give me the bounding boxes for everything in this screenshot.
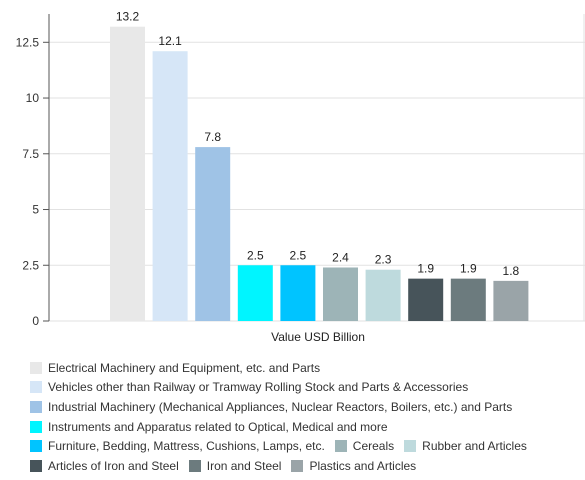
bar[interactable] <box>237 265 273 321</box>
bar[interactable] <box>280 265 316 321</box>
bar[interactable] <box>195 147 231 321</box>
y-axis: 0 2.5 5 7.5 10 12.5 <box>16 14 585 328</box>
bars <box>110 26 529 321</box>
bar-chart: 0 2.5 5 7.5 10 12.5 13.2 12.1 7.8 2.5 2.5 2.4 2.3 1.… <box>16 10 585 344</box>
legend-label: Electrical Machinery and Equipment, etc.… <box>48 360 321 375</box>
legend-item[interactable]: Vehicles other than Railway or Tramway R… <box>30 378 468 398</box>
x-axis-title: Value USD Billion <box>271 330 365 344</box>
legend-label: Cereals <box>352 439 395 454</box>
legend-label: Iron and Steel <box>206 458 282 473</box>
bar-value-label: 12.1 <box>158 34 182 48</box>
legend: Electrical Machinery and Equipment, etc.… <box>30 358 582 476</box>
bar[interactable] <box>408 278 444 321</box>
y-tick-label: 7.5 <box>22 147 39 161</box>
bar[interactable] <box>493 280 529 321</box>
legend-item[interactable]: Instruments and Apparatus related to Opt… <box>30 417 388 437</box>
legend-item[interactable]: Articles of Iron and Steel <box>30 456 179 476</box>
legend-label: Rubber and Articles <box>422 439 527 454</box>
y-tick-label: 0 <box>32 314 39 328</box>
legend-item[interactable]: Rubber and Articles <box>404 436 527 456</box>
data-labels: 13.2 12.1 7.8 2.5 2.5 2.4 2.3 1.9 1.9 1.8 <box>116 10 520 278</box>
legend-item[interactable]: Industrial Machinery (Mechanical Applian… <box>30 397 512 417</box>
legend-label: Instruments and Apparatus related to Opt… <box>48 419 388 434</box>
legend-label: Furniture, Bedding, Mattress, Cushions, … <box>48 439 325 454</box>
legend-label: Industrial Machinery (Mechanical Applian… <box>48 399 513 414</box>
legend-swatch <box>30 459 42 472</box>
bar[interactable] <box>450 278 486 321</box>
legend-item[interactable]: Furniture, Bedding, Mattress, Cushions, … <box>30 436 325 456</box>
legend-item[interactable]: Cereals <box>334 436 395 456</box>
bar[interactable] <box>110 26 145 321</box>
bar-value-label: 1.9 <box>460 262 477 276</box>
bar[interactable] <box>323 267 358 321</box>
legend-swatch <box>30 420 42 433</box>
legend-item[interactable]: Plastics and Articles <box>291 456 416 476</box>
legend-swatch <box>404 440 417 453</box>
bar[interactable] <box>152 51 188 321</box>
bar[interactable] <box>365 269 401 321</box>
legend-swatch <box>30 440 42 453</box>
legend-item[interactable]: Electrical Machinery and Equipment, etc.… <box>30 358 320 378</box>
legend-item[interactable]: Iron and Steel <box>188 456 282 476</box>
legend-label: Plastics and Articles <box>309 458 417 473</box>
legend-swatch <box>291 459 304 472</box>
bar-value-label: 7.8 <box>204 130 221 144</box>
bar-value-label: 1.9 <box>417 262 434 276</box>
legend-swatch <box>334 440 347 453</box>
legend-swatch <box>188 459 201 472</box>
y-tick-label: 2.5 <box>22 258 39 272</box>
bar-value-label: 2.4 <box>332 250 349 264</box>
bar-value-label: 2.5 <box>290 248 307 262</box>
bar-value-label: 2.3 <box>375 253 392 267</box>
bar-value-label: 2.5 <box>247 248 264 262</box>
bar-value-label: 13.2 <box>116 10 140 24</box>
legend-swatch <box>30 400 42 413</box>
bar-value-label: 1.8 <box>503 264 520 278</box>
legend-swatch <box>30 381 42 394</box>
legend-swatch <box>30 361 42 374</box>
legend-label: Vehicles other than Railway or Tramway R… <box>48 380 469 395</box>
y-tick-label: 5 <box>32 203 39 217</box>
y-tick-label: 10 <box>26 91 40 105</box>
y-tick-label: 12.5 <box>16 35 40 49</box>
legend-label: Articles of Iron and Steel <box>48 458 179 473</box>
